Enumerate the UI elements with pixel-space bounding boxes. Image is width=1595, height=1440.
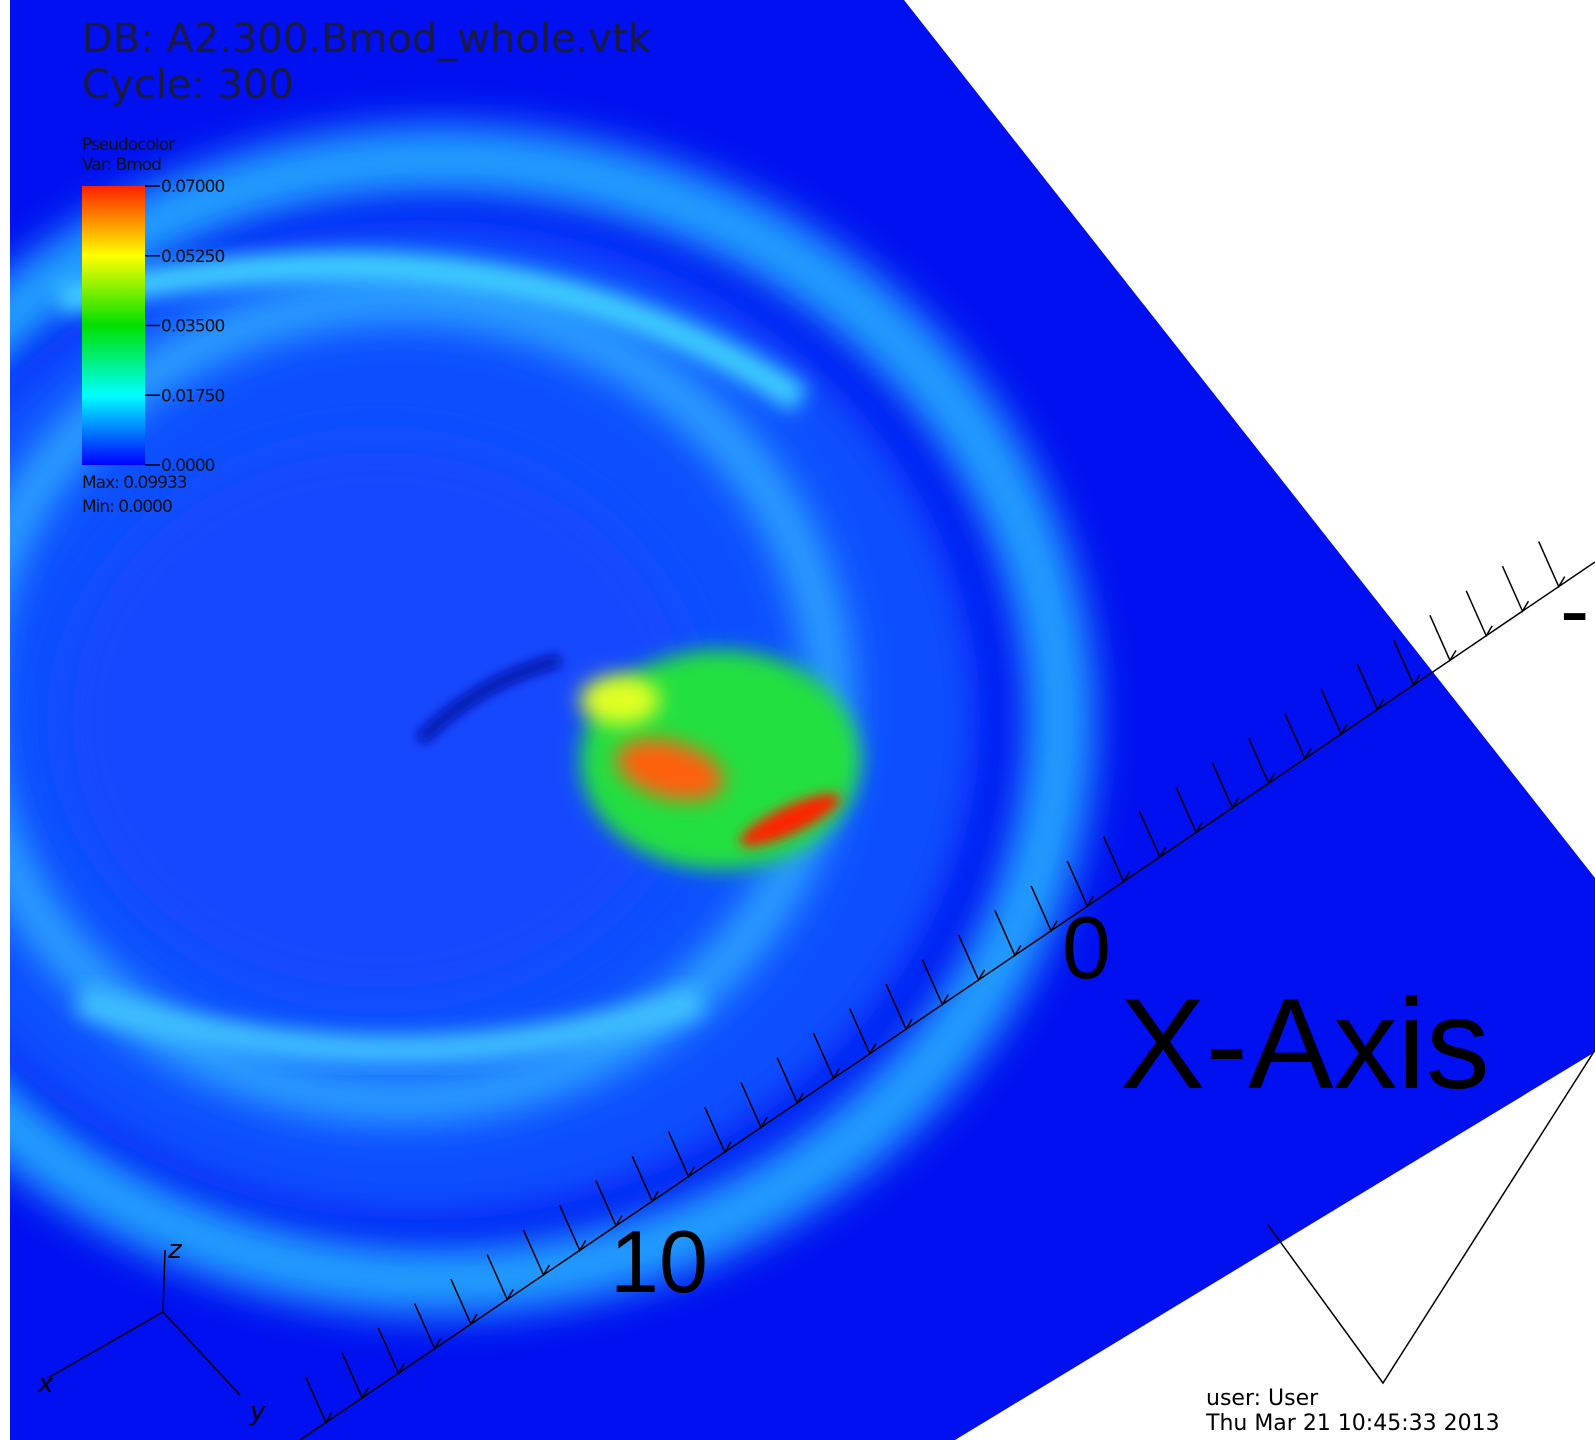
axis-tick [1393, 639, 1421, 687]
legend-min: Min: 0.0000 [82, 497, 172, 517]
axis-tick [522, 1229, 551, 1277]
axis-tick [1429, 615, 1457, 662]
axis-tick [1465, 590, 1493, 638]
axis-tick [305, 1377, 333, 1425]
bounding-box [1267, 1049, 1595, 1385]
axis-tick [377, 1327, 406, 1375]
axis-tick [704, 1106, 732, 1154]
cycle-label: Cycle: 300 [82, 62, 294, 108]
legend-tick-label: 0.05250 [161, 247, 224, 267]
triad-x: x [37, 1369, 54, 1399]
x-axis [299, 541, 1595, 1440]
date-label: Thu Mar 21 10:45:33 2013 [1205, 1411, 1500, 1436]
axis-tick [1501, 565, 1530, 613]
axis-tick [413, 1303, 442, 1351]
triad-z: z [167, 1235, 183, 1265]
triad-x-line [47, 1311, 164, 1379]
legend-tick-label: 0.01750 [161, 386, 224, 406]
axis-tick [631, 1155, 659, 1203]
axis-tick [1538, 541, 1566, 589]
triad [47, 1249, 241, 1396]
axis-tick [994, 910, 1022, 957]
axis-tick [1139, 811, 1167, 859]
axis-label: 0 [1062, 898, 1111, 997]
field [10, 125, 1095, 1315]
axis-tick [559, 1205, 587, 1252]
axis-tick [450, 1278, 478, 1326]
axis-tick [921, 959, 949, 1007]
axis-tick [740, 1082, 768, 1130]
axis-tick [849, 1008, 877, 1056]
axis-partial: - [1560, 560, 1589, 659]
triad-z-line [162, 1249, 166, 1313]
legend-tick-label: 0.03500 [161, 317, 224, 337]
axis-tick [1284, 713, 1312, 761]
axis-tick [885, 983, 913, 1031]
legend-max: Max: 0.09933 [82, 473, 187, 493]
axis-tick [1175, 787, 1203, 835]
triad-y-line [162, 1311, 241, 1396]
axis-tick [1356, 664, 1385, 712]
axis-tick [1066, 860, 1095, 908]
axis-tick [1102, 836, 1131, 884]
user-label: user: User [1206, 1386, 1319, 1411]
axis-tick [1030, 885, 1058, 933]
axis-tick [486, 1254, 514, 1302]
axis-tick [812, 1032, 841, 1080]
axis-tick [1247, 737, 1276, 785]
legend-variable: Var: Bmod [82, 155, 161, 175]
axis-tick [776, 1057, 804, 1105]
axis-tick [1211, 762, 1240, 810]
axis-label: 10 [610, 1212, 708, 1311]
axis-tick [1320, 688, 1348, 736]
legend-tick-label: 0.0000 [161, 456, 215, 476]
axis-title: X-Axis [1120, 973, 1490, 1116]
color-bar [82, 186, 145, 465]
legend-tick-label: 0.07000 [161, 177, 224, 197]
axis-tick [957, 934, 986, 982]
database-label: DB: A2.300.Bmod_whole.vtk [82, 16, 652, 62]
legend: Pseudocolor Var: Bmod 0.07000 0.05250 0.03… [82, 135, 225, 517]
legend-plot: Pseudocolor [82, 135, 175, 155]
axis-tick [341, 1352, 369, 1400]
axis-line [299, 561, 1595, 1440]
axis-tick [667, 1131, 696, 1179]
axis-tick [595, 1180, 623, 1228]
triad-y: y [249, 1397, 266, 1427]
